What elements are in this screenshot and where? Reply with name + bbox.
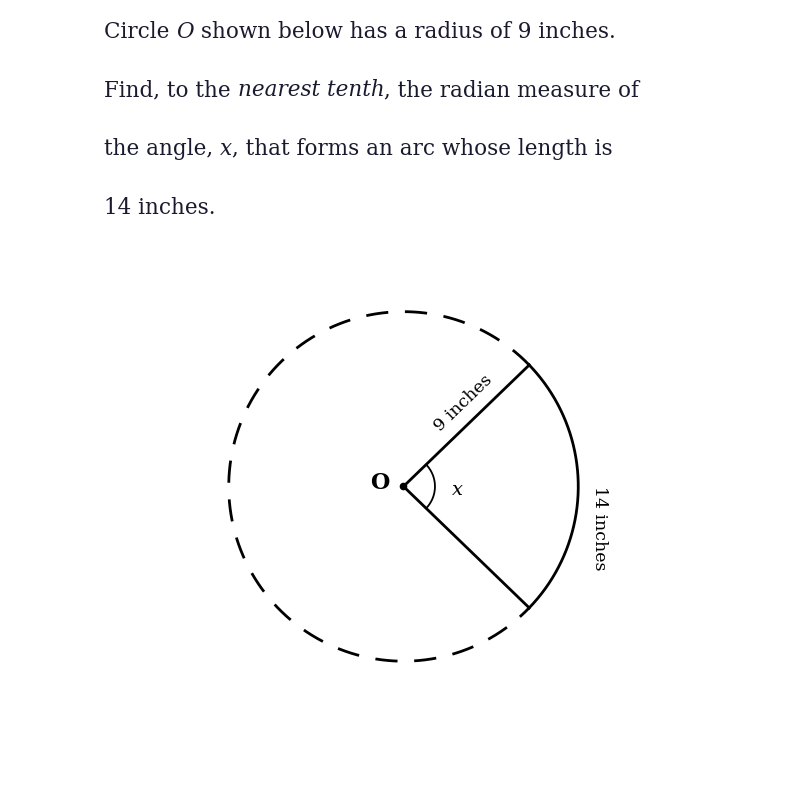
Text: O: O — [370, 472, 390, 494]
Text: shown below has a radius of 9 inches.: shown below has a radius of 9 inches. — [194, 21, 616, 42]
Text: O: O — [176, 21, 194, 42]
Text: Find, to the: Find, to the — [104, 79, 238, 102]
Text: , that forms an arc whose length is: , that forms an arc whose length is — [232, 139, 613, 160]
Text: Circle: Circle — [104, 21, 176, 42]
Text: 9 inches: 9 inches — [431, 371, 496, 435]
Text: 14 inches.: 14 inches. — [104, 197, 215, 219]
Text: x: x — [453, 481, 463, 499]
Text: 14 inches: 14 inches — [590, 486, 608, 571]
Text: x: x — [220, 139, 232, 160]
Text: the angle,: the angle, — [104, 139, 220, 160]
Text: nearest tenth: nearest tenth — [238, 79, 384, 102]
Text: , the radian measure of: , the radian measure of — [384, 79, 639, 102]
